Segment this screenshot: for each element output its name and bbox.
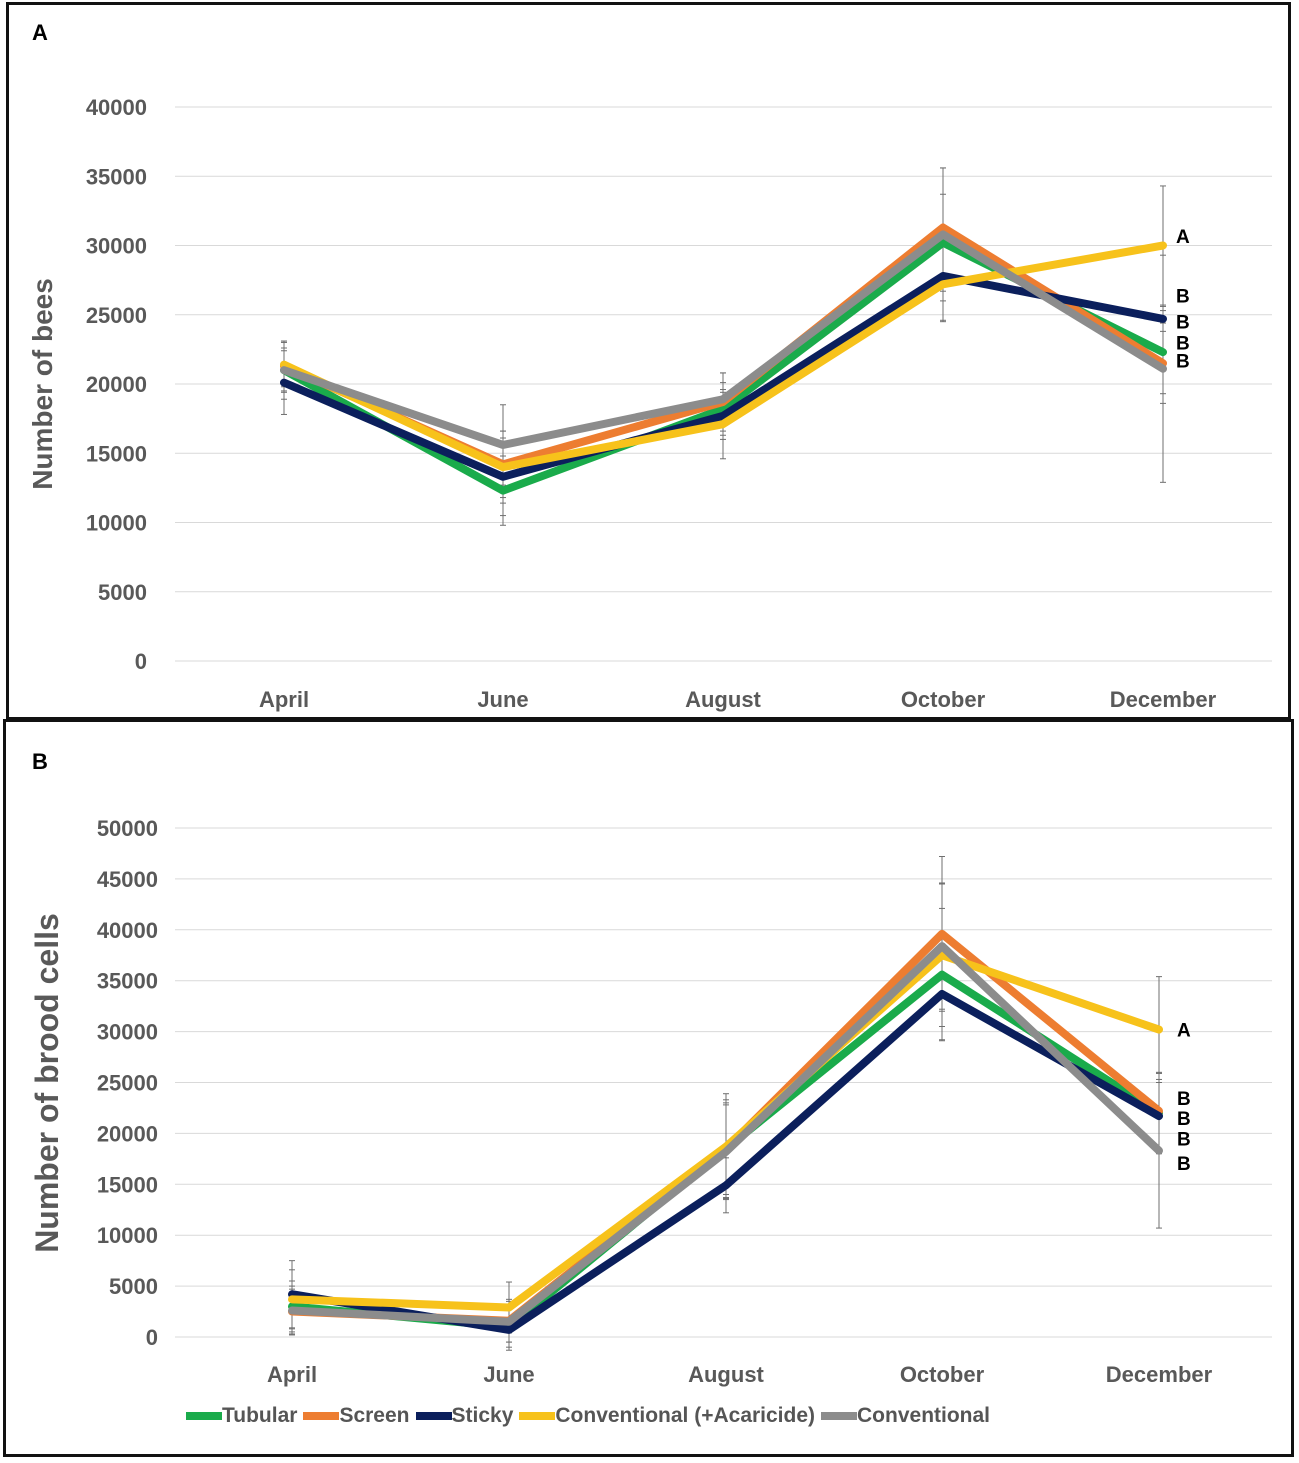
- brood-significance-letter: A: [1177, 1021, 1191, 1042]
- legend-swatch-conventional-acaricide: [519, 1412, 556, 1420]
- bees-significance-letter: B: [1176, 313, 1190, 334]
- bees-x-category-label: August: [685, 687, 761, 712]
- brood-significance-letter: B: [1177, 1129, 1191, 1150]
- legend-label-conventional-acaricide: Conventional (+Acaricide): [555, 1404, 816, 1427]
- panel-a-frame: [6, 2, 1291, 720]
- brood-x-category-label: October: [900, 1362, 985, 1387]
- bees-ytick-label: 0: [135, 649, 147, 674]
- brood-y-axis-label: Number of brood cells: [29, 913, 65, 1253]
- panel-b-frame: [3, 719, 1294, 1457]
- bees-ytick-label: 20000: [86, 372, 147, 397]
- brood-series-line-conventional: [288, 942, 1163, 1326]
- brood-ytick-label: 0: [146, 1325, 158, 1350]
- bees-x-category-label: April: [259, 687, 309, 712]
- legend-item-tubular: Tubular: [186, 1404, 297, 1428]
- brood-significance-letter: B: [1177, 1109, 1191, 1130]
- bees-significance-letter: B: [1176, 286, 1190, 307]
- legend-swatch-sticky: [415, 1412, 452, 1420]
- brood-significance-letter: B: [1177, 1089, 1191, 1110]
- bees-significance-letter: B: [1176, 333, 1190, 354]
- brood-significance-letter: B: [1177, 1154, 1191, 1175]
- legend-swatch-tubular: [186, 1412, 222, 1420]
- brood-ytick-label: 20000: [97, 1121, 158, 1146]
- legend-label-conventional: Conventional: [857, 1404, 991, 1427]
- bees-ytick-label: 10000: [86, 511, 147, 536]
- legend-label-tubular: Tubular: [222, 1404, 298, 1427]
- bees-y-axis-label: Number of bees: [27, 278, 58, 490]
- brood-ytick-label: 25000: [97, 1071, 158, 1096]
- bees-ytick-label: 35000: [86, 164, 147, 189]
- brood-ytick-label: 10000: [97, 1223, 158, 1248]
- bees-significance-letter: A: [1176, 227, 1190, 248]
- brood-ytick-label: 15000: [97, 1172, 158, 1197]
- legend-item-screen: Screen: [303, 1404, 410, 1428]
- brood-x-category-label: June: [483, 1362, 534, 1387]
- legend-swatch-conventional: [821, 1412, 858, 1420]
- legend-item-conventional: Conventional: [821, 1404, 990, 1428]
- bees-series-line-conventional: [280, 230, 1167, 449]
- bees-x-category-label: December: [1110, 687, 1217, 712]
- brood-ytick-label: 50000: [97, 816, 158, 841]
- bees-ytick-label: 40000: [86, 95, 147, 120]
- legend-label-sticky: Sticky: [451, 1404, 514, 1427]
- bees-series-line-conventional-acaricide: [280, 241, 1167, 472]
- bees-ytick-label: 5000: [98, 580, 147, 605]
- panel-a-letter: A: [32, 20, 48, 45]
- brood-ytick-label: 30000: [97, 1020, 158, 1045]
- chart-legend: Tubular Screen Sticky Conventional (+Aca…: [186, 1404, 996, 1428]
- legend-label-screen: Screen: [339, 1404, 410, 1427]
- bees-x-category-label: October: [901, 687, 986, 712]
- bees-ytick-label: 30000: [86, 234, 147, 259]
- brood-x-category-label: August: [688, 1362, 764, 1387]
- legend-swatch-screen: [303, 1412, 340, 1420]
- brood-ytick-label: 35000: [97, 969, 158, 994]
- brood-ytick-label: 40000: [97, 918, 158, 943]
- bees-series-line-sticky: [280, 271, 1167, 481]
- panel-b-letter: B: [32, 749, 48, 774]
- brood-ytick-label: 5000: [109, 1274, 158, 1299]
- legend-item-conventional-acaricide: Conventional (+Acaricide): [519, 1404, 815, 1428]
- brood-ytick-label: 45000: [97, 867, 158, 892]
- bees-significance-letter: B: [1176, 351, 1190, 372]
- brood-x-category-label: April: [267, 1362, 317, 1387]
- legend-item-sticky: Sticky: [415, 1404, 514, 1428]
- brood-x-category-label: December: [1106, 1362, 1213, 1387]
- bees-ytick-label: 15000: [86, 441, 147, 466]
- bees-ytick-label: 25000: [86, 303, 147, 328]
- bees-x-category-label: June: [477, 687, 528, 712]
